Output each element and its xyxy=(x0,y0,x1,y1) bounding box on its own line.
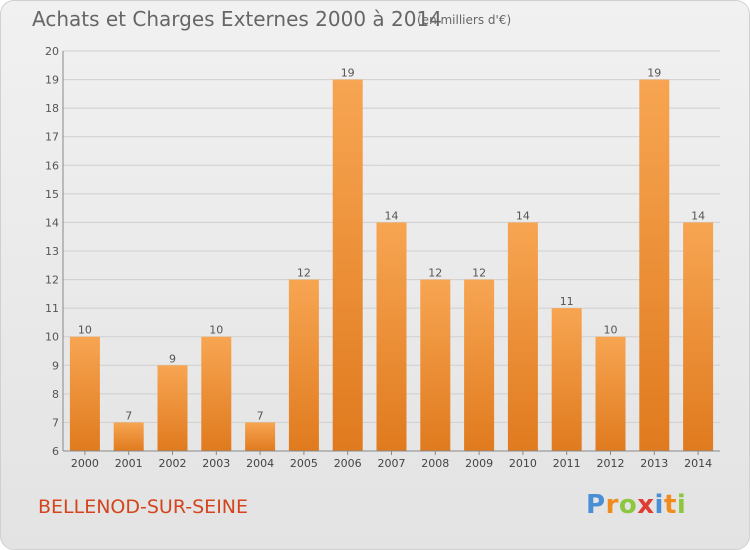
bar-2009 xyxy=(464,279,495,451)
y-tick-label: 20 xyxy=(45,45,59,58)
y-tick-label: 13 xyxy=(45,245,59,258)
bar-2014 xyxy=(683,222,714,451)
data-label-2000: 10 xyxy=(78,324,92,337)
axes xyxy=(62,51,720,452)
bar-2001 xyxy=(113,422,144,451)
logo-letter: P xyxy=(586,490,606,520)
data-label-2010: 14 xyxy=(516,209,530,222)
x-tick-label-2001: 2001 xyxy=(115,457,143,470)
chart-subtitle: (en milliers d'€) xyxy=(417,13,512,27)
bar-2013 xyxy=(639,79,670,452)
data-label-2004: 7 xyxy=(257,409,264,422)
x-tick-label-2011: 2011 xyxy=(553,457,581,470)
x-tick-label-2000: 2000 xyxy=(71,457,99,470)
y-tick-label: 9 xyxy=(52,359,59,372)
y-tick-label: 8 xyxy=(52,388,59,401)
y-tick-label: 16 xyxy=(45,159,59,172)
x-tick-label-2006: 2006 xyxy=(334,457,362,470)
y-tick-label: 6 xyxy=(52,445,59,458)
bar-2007 xyxy=(376,222,407,451)
x-axis-ticks: 2000 2001 2002 2003 2004 2005 2006 2007 2008 2009… xyxy=(71,451,712,470)
data-label-2001: 7 xyxy=(125,409,132,422)
x-tick-label-2013: 2013 xyxy=(640,457,668,470)
x-tick-label-2010: 2010 xyxy=(509,457,537,470)
data-label-2014: 14 xyxy=(691,209,705,222)
data-label-2012: 10 xyxy=(604,324,618,337)
x-tick-label-2002: 2002 xyxy=(159,457,187,470)
logo-letter: r xyxy=(605,490,619,520)
bar-2002 xyxy=(157,365,188,451)
y-tick-label: 14 xyxy=(45,216,59,229)
y-tick-label: 10 xyxy=(45,331,59,344)
y-axis-ticks: 6 7 8 9 10 11 12 13 14 15 16 17 18 19 20 xyxy=(45,45,59,458)
logo-letter: i xyxy=(654,490,664,520)
logo-letter: i xyxy=(676,490,687,520)
bar-2012 xyxy=(595,336,626,451)
data-label-2002: 9 xyxy=(169,352,176,365)
y-tick-label: 11 xyxy=(45,302,59,315)
chart-title: Achats et Charges Externes 2000 à 2014 xyxy=(32,7,442,31)
logo-letter: x xyxy=(637,490,655,520)
x-tick-label-2014: 2014 xyxy=(684,457,712,470)
y-tick-label: 19 xyxy=(45,74,59,87)
y-tick-label: 12 xyxy=(45,274,59,287)
x-tick-label-2003: 2003 xyxy=(202,457,230,470)
logo-letter: t xyxy=(663,490,677,520)
x-tick-label-2008: 2008 xyxy=(421,457,449,470)
data-label-2009: 12 xyxy=(472,267,486,280)
x-tick-label-2005: 2005 xyxy=(290,457,318,470)
data-label-2006: 19 xyxy=(341,67,355,80)
data-label-2013: 19 xyxy=(647,67,661,80)
data-label-2003: 10 xyxy=(209,324,223,337)
data-label-2007: 14 xyxy=(385,209,399,222)
proxiti-logo: Proxiti xyxy=(586,490,686,520)
y-tick-label: 7 xyxy=(52,416,59,429)
bar-2008 xyxy=(420,279,451,451)
data-label-2005: 12 xyxy=(297,267,311,280)
bar-2000 xyxy=(69,336,100,451)
commune-name: BELLENOD-SUR-SEINE xyxy=(38,496,249,518)
x-tick-label-2012: 2012 xyxy=(597,457,625,470)
bars xyxy=(69,79,714,452)
data-label-2008: 12 xyxy=(428,267,442,280)
data-label-2011: 11 xyxy=(560,295,574,308)
x-tick-label-2007: 2007 xyxy=(378,457,406,470)
bar-2006 xyxy=(332,79,363,452)
logo-letter: o xyxy=(618,490,638,520)
bar-2005 xyxy=(288,279,319,451)
bar-2004 xyxy=(245,422,276,451)
y-tick-label: 17 xyxy=(45,131,59,144)
y-tick-label: 15 xyxy=(45,188,59,201)
bar-2003 xyxy=(201,336,232,451)
data-labels: 10 7 9 10 7 12 19 14 12 12 14 11 10 19 14 xyxy=(78,67,705,423)
x-tick-label-2009: 2009 xyxy=(465,457,493,470)
y-tick-label: 18 xyxy=(45,102,59,115)
x-tick-label-2004: 2004 xyxy=(246,457,274,470)
bar-2010 xyxy=(507,222,538,451)
bar-2011 xyxy=(551,308,582,451)
